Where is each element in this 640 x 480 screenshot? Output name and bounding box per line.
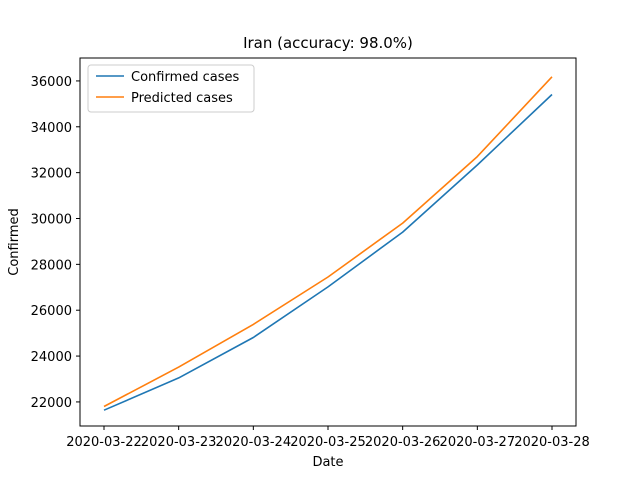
y-tick-label: 36000 — [31, 75, 72, 90]
y-tick-label: 28000 — [31, 258, 72, 273]
legend-label: Predicted cases — [131, 91, 233, 106]
legend: Confirmed cases Predicted cases — [87, 64, 255, 113]
series-line-1 — [103, 93, 553, 411]
plot-frame — [79, 57, 577, 427]
legend-label: Confirmed cases — [131, 70, 240, 85]
y-tick-label: 24000 — [31, 350, 72, 365]
x-tick-label: 2020-03-28 — [514, 435, 590, 450]
series-layer — [103, 76, 553, 411]
chart-title: Iran (accuracy: 98.0%) — [243, 34, 413, 52]
x-tick-label: 2020-03-27 — [440, 435, 516, 450]
y-tick-label: 26000 — [31, 304, 72, 319]
x-tick-label: 2020-03-24 — [216, 435, 292, 450]
x-tick-label: 2020-03-25 — [290, 435, 366, 450]
x-axis: 2020-03-22 2020-03-23 2020-03-24 2020-03-25… — [66, 426, 590, 450]
x-axis-label: Date — [312, 455, 343, 470]
y-tick-label: 34000 — [31, 121, 72, 136]
x-tick-label: 2020-03-26 — [365, 435, 441, 450]
legend-box — [87, 64, 255, 113]
y-tick-label: 32000 — [31, 167, 72, 182]
y-axis: 22000 24000 26000 28000 30000 32000 34000 36000 — [31, 75, 80, 411]
plot-area — [79, 57, 577, 427]
series-line-2 — [103, 76, 553, 408]
y-axis-label: Confirmed — [7, 208, 22, 276]
y-tick-label: 30000 — [31, 212, 72, 227]
y-tick-label: 22000 — [31, 396, 72, 411]
x-tick-label: 2020-03-23 — [141, 435, 217, 450]
x-tick-label: 2020-03-22 — [66, 435, 142, 450]
